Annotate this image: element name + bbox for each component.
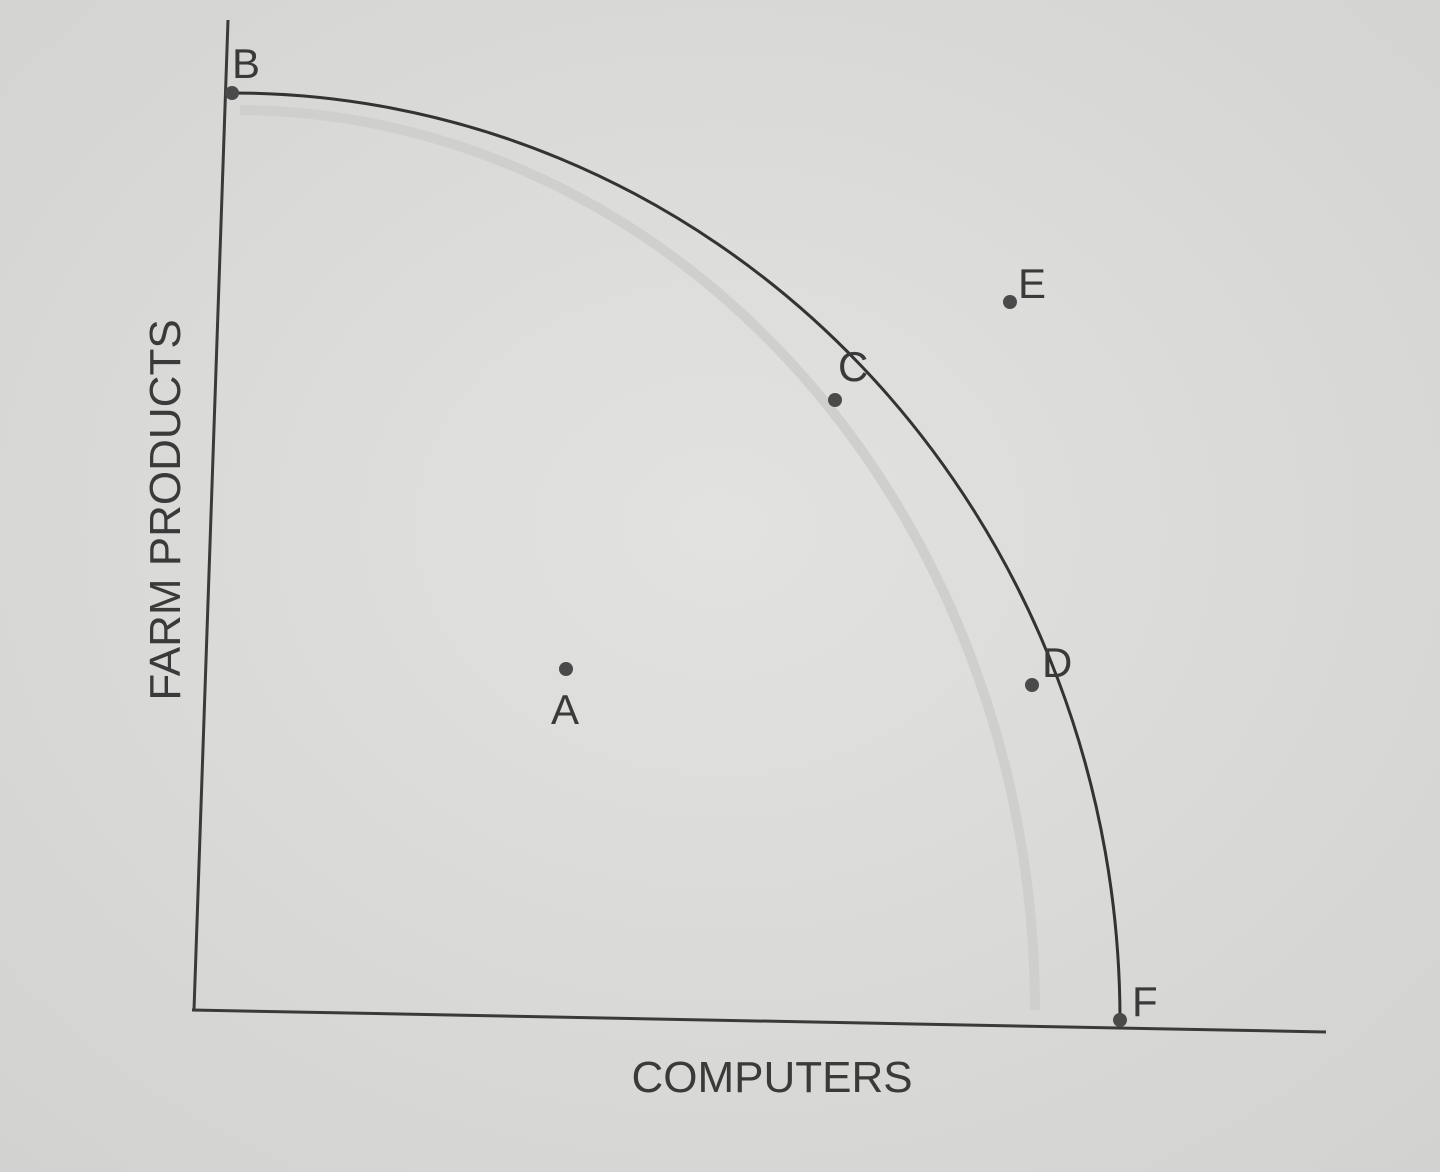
show-through-curve [239, 105, 1040, 1011]
x-axis-label: COMPUTERS [631, 1053, 912, 1102]
point-label: C [838, 343, 868, 390]
point-dot [1113, 1013, 1127, 1027]
x-axis [191, 1008, 1327, 1034]
point-label: F [1132, 978, 1158, 1025]
point-label: A [551, 686, 579, 733]
points: A B C D E F [225, 40, 1158, 1027]
point-label: D [1042, 639, 1072, 686]
point-label: B [232, 40, 260, 87]
point-dot [1003, 295, 1017, 309]
point-dot [828, 393, 842, 407]
point-dot [559, 662, 573, 676]
ppf-curve [231, 91, 1122, 1021]
point-dot [1025, 678, 1039, 692]
y-axis [192, 19, 230, 1011]
point-dot [225, 86, 239, 100]
point-label: E [1018, 260, 1046, 307]
y-axis-label: FARM PRODUCTS [141, 319, 190, 700]
